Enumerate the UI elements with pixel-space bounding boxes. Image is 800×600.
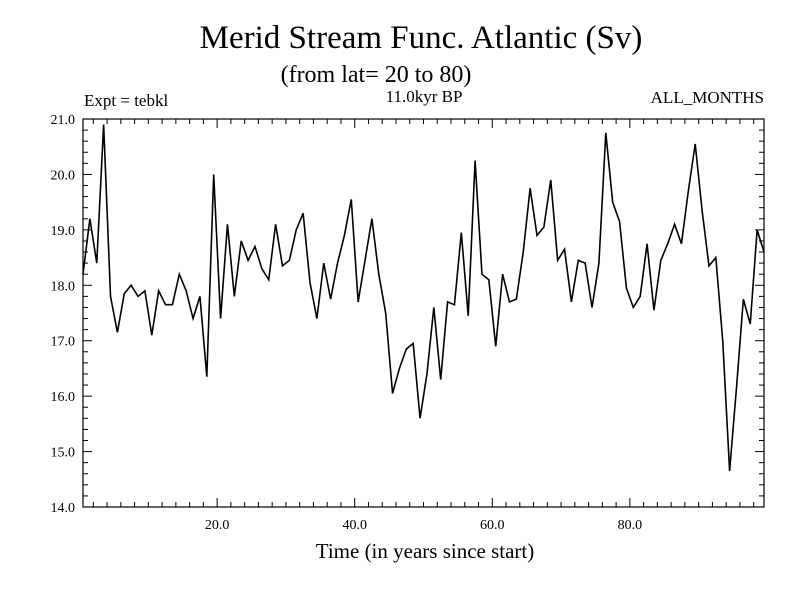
y-tick-label: 19.0 <box>51 224 76 239</box>
y-tick-label: 15.0 <box>51 446 76 461</box>
axis-tick-labels: 14.0 15.0 16.0 17.0 18.0 19.0 20.0 21.0 20.0 40.0… <box>51 113 643 533</box>
period-label: 11.0kyr BP <box>386 87 463 106</box>
data-points <box>83 125 764 471</box>
y-tick-label: 18.0 <box>51 279 76 294</box>
y-tick-label: 17.0 <box>51 335 76 350</box>
x-tick-label: 60.0 <box>480 518 505 533</box>
x-tick-label: 20.0 <box>205 518 230 533</box>
y-tick-label: 21.0 <box>51 113 76 128</box>
x-axis-label: Time (in years since start) <box>316 539 535 563</box>
axis-ticks <box>83 118 764 508</box>
months-label: ALL_MONTHS <box>651 88 764 107</box>
chart-subtitle: (from lat= 20 to 80) <box>281 62 472 88</box>
chart-title: Merid Stream Func. Atlantic (Sv) <box>200 20 643 56</box>
y-tick-label: 14.0 <box>51 501 76 516</box>
data-series-line <box>82 124 765 472</box>
x-tick-label: 80.0 <box>618 518 643 533</box>
y-tick-label: 16.0 <box>51 390 76 405</box>
x-tick-label: 40.0 <box>342 518 367 533</box>
y-tick-label: 20.0 <box>51 168 76 183</box>
plot-frame <box>82 118 765 508</box>
experiment-label: Expt = tebkl <box>84 91 168 110</box>
